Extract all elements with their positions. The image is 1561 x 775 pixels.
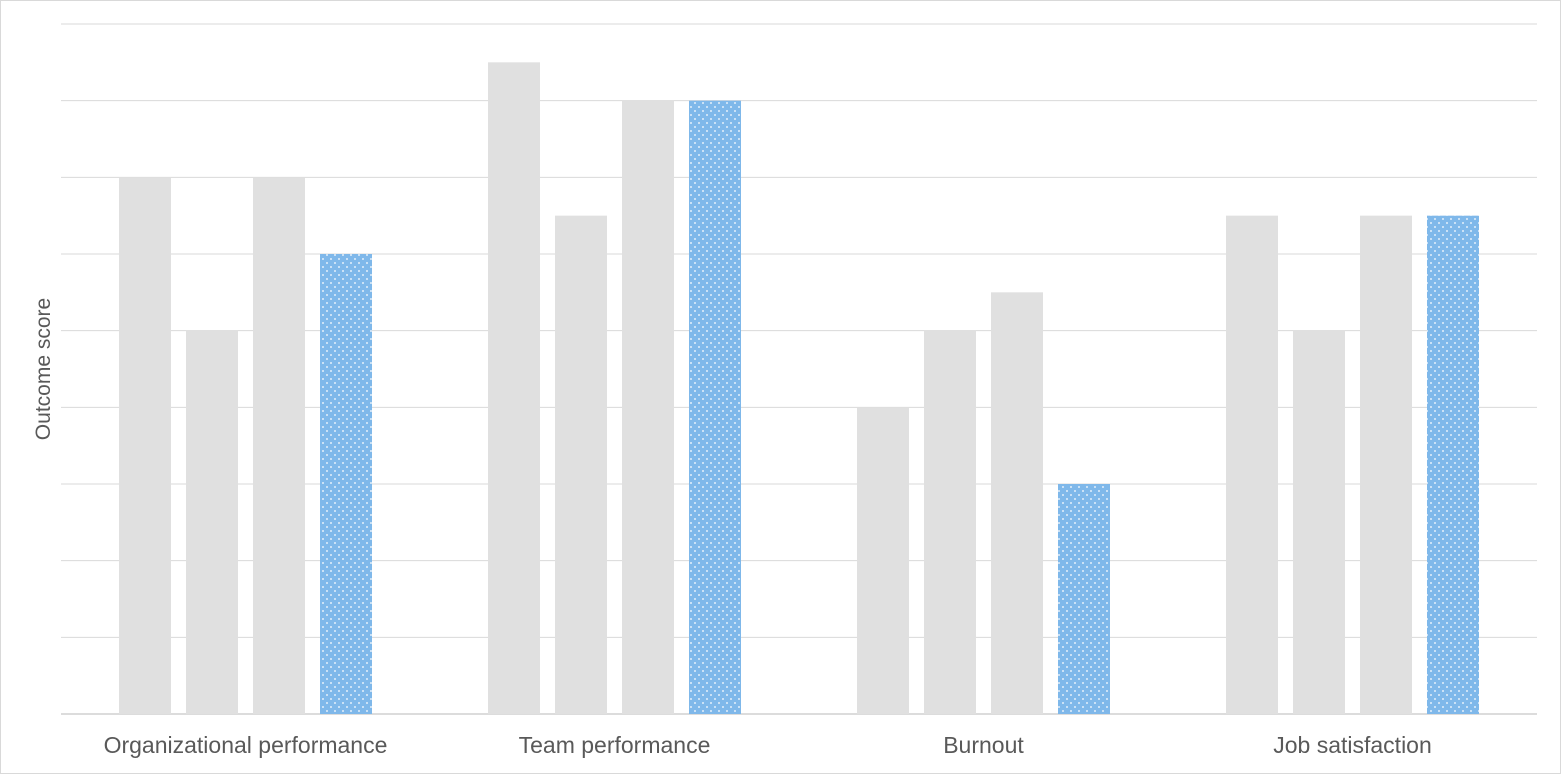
category-label: Job satisfaction — [1273, 732, 1432, 758]
bar-2-job-satisfaction — [1293, 330, 1345, 714]
category-label: Burnout — [943, 732, 1024, 758]
category-label: Organizational performance — [104, 732, 388, 758]
bar-2-organizational-performance — [186, 330, 238, 714]
bar-1-team-performance — [488, 62, 540, 715]
bar-3-team-performance — [622, 100, 674, 714]
bar-4-organizational-performance — [320, 254, 372, 714]
bar-1-job-satisfaction — [1226, 215, 1278, 714]
bar-1-burnout — [857, 407, 909, 714]
category-labels: Organizational performance Team performan… — [104, 732, 1432, 758]
y-axis-title: Outcome score — [32, 298, 55, 440]
bar-2-burnout — [924, 330, 976, 714]
bar-4-job-satisfaction — [1427, 215, 1479, 714]
bar-1-organizational-performance — [119, 177, 171, 715]
bar-4-burnout — [1058, 484, 1110, 714]
bar-4-team-performance — [689, 100, 741, 714]
gridlines — [61, 23, 1537, 715]
bar-3-job-satisfaction — [1360, 215, 1412, 714]
bar-3-organizational-performance — [253, 177, 305, 715]
category-label: Team performance — [519, 732, 711, 758]
bar-2-team-performance — [555, 215, 607, 714]
bar-3-burnout — [991, 292, 1043, 714]
bars — [119, 62, 1479, 715]
